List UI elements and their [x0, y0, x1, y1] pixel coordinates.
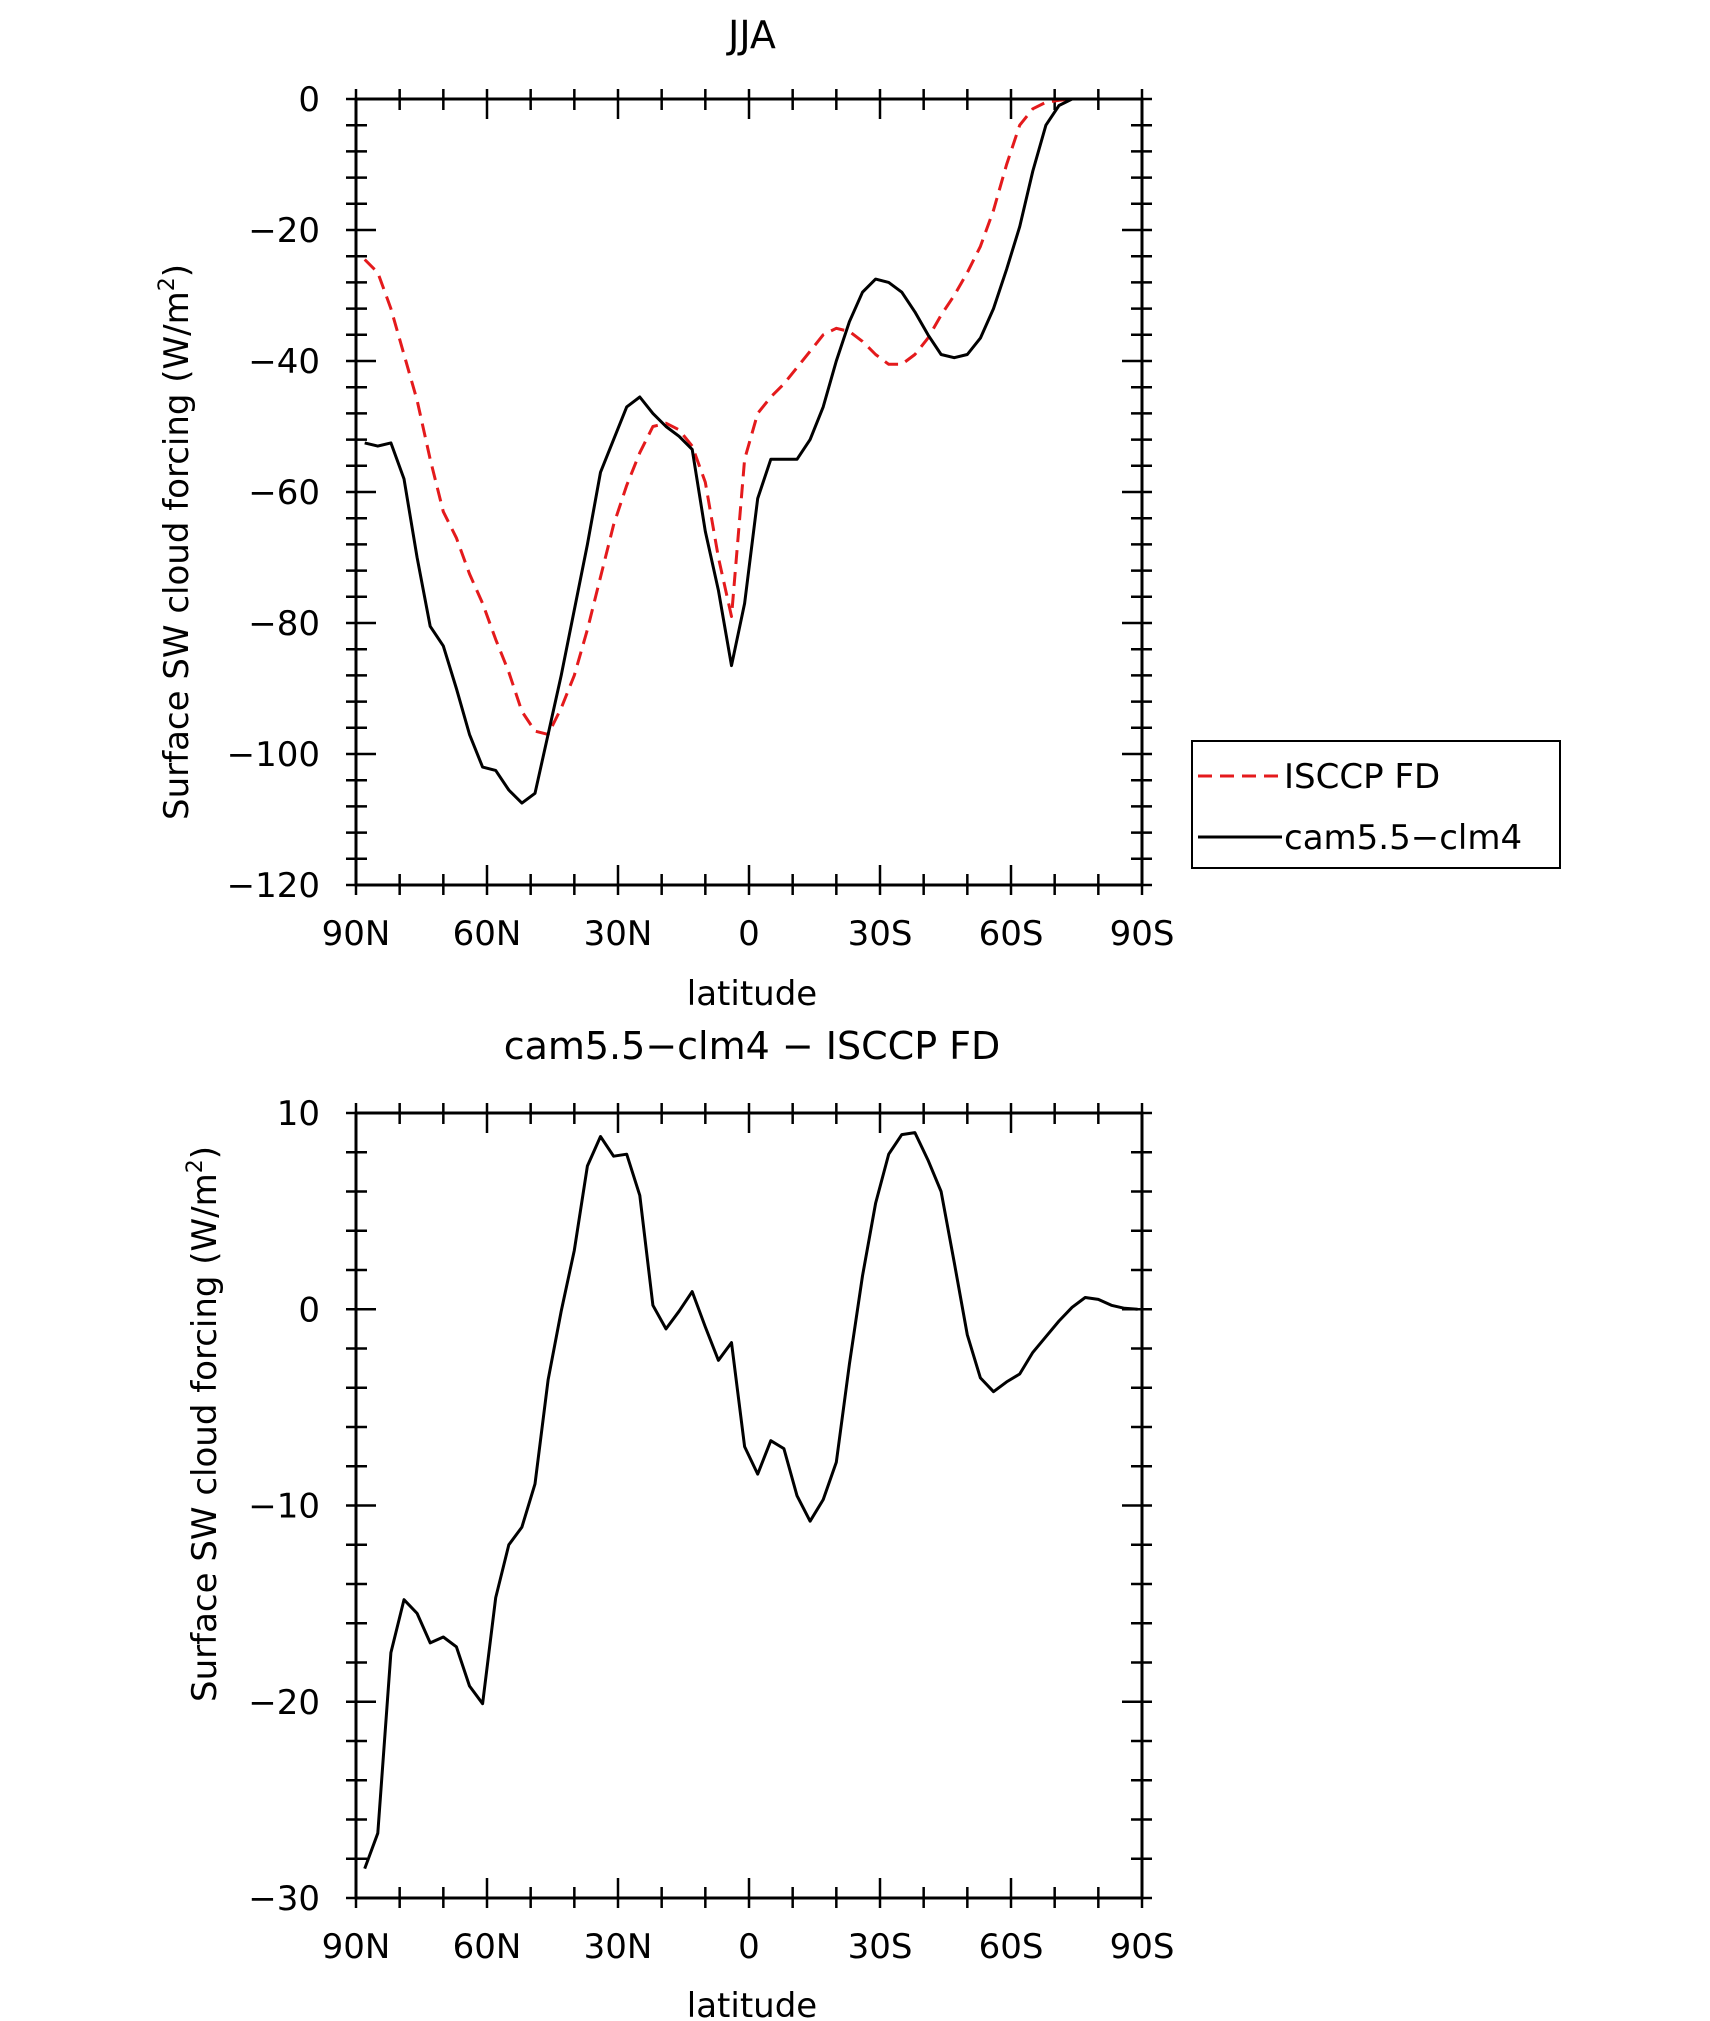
- top-chart-legend: ISCCP FD cam5.5−clm4: [1191, 740, 1561, 869]
- bottom-chart-y-axis-label-close: ): [185, 1146, 225, 1159]
- top-chart-y-tick-label: −100: [227, 735, 320, 775]
- top-chart-x-tick-label: 60N: [453, 914, 522, 954]
- bottom-chart-y-axis-label-text: Surface SW cloud forcing (W/m: [185, 1173, 225, 1702]
- top-chart-title: JJA: [726, 13, 776, 57]
- bottom-chart-x-axis-label: latitude: [687, 1986, 817, 2021]
- top-chart-panel: JJA latitude Surface SW cloud forcing (W…: [155, 13, 1174, 1014]
- top-chart-x-tick-label: 60S: [979, 914, 1044, 954]
- top-chart-x-axis-label: latitude: [687, 974, 817, 1014]
- bottom-chart-x-tick-label: 30S: [848, 1927, 913, 1967]
- top-chart-x-tick-label: 30S: [848, 914, 913, 954]
- bottom-chart-x-tick-label: 60S: [979, 1927, 1044, 1967]
- top-chart-y-axis-label-text: Surface SW cloud forcing (W/m: [157, 291, 197, 820]
- bottom-chart-x-tick-label: 90S: [1110, 1927, 1175, 1967]
- legend-label-isccp-fd: ISCCP FD: [1284, 757, 1440, 797]
- top-chart-x-tick-label: 90S: [1110, 914, 1175, 954]
- top-chart-series-line-isccp-fd: [363, 97, 1138, 736]
- bottom-chart-y-tick-label: 10: [277, 1094, 320, 1134]
- bottom-chart-y-tick-label: −20: [248, 1683, 320, 1723]
- top-chart-y-axis-label-close: ): [157, 264, 197, 277]
- top-chart-y-axis-label: Surface SW cloud forcing (W/m2): [155, 264, 197, 820]
- legend-box: [1191, 740, 1561, 869]
- bottom-chart-series-line-difference: [363, 1131, 1138, 1870]
- bottom-chart-x-tick-label: 60N: [453, 1927, 522, 1967]
- top-chart-y-tick-label: −80: [248, 604, 320, 644]
- top-chart-y-tick-label: 0: [298, 80, 320, 120]
- top-chart-y-ticks: 0 −20 −40 −60 −80 −100 −120: [227, 80, 1152, 906]
- top-chart-y-tick-label: −120: [227, 866, 320, 906]
- bottom-chart-title: cam5.5−clm4 − ISCCP FD: [504, 1024, 1001, 1068]
- bottom-chart-x-tick-label: 90N: [322, 1927, 391, 1967]
- top-chart-y-tick-label: −60: [248, 473, 320, 513]
- bottom-chart-panel: cam5.5−clm4 − ISCCP FD latitude Surface …: [183, 1024, 1174, 2021]
- top-chart-plot-frame: [354, 97, 1144, 887]
- top-chart-y-axis-label-superscript: 2: [155, 277, 180, 291]
- top-chart-x-tick-label: 30N: [584, 914, 653, 954]
- bottom-chart-series-lines: [363, 1131, 1138, 1870]
- top-chart-y-tick-label: −20: [248, 211, 320, 251]
- top-chart-series-lines: [363, 97, 1138, 805]
- top-chart-series-line-cam5-5-clm4: [364, 97, 1138, 805]
- bottom-chart-y-axis-label-superscript: 2: [183, 1159, 208, 1173]
- bottom-chart-y-axis-label: Surface SW cloud forcing (W/m2): [183, 1146, 225, 1702]
- top-chart-y-tick-label: −40: [248, 342, 320, 382]
- top-chart-x-tick-label: 0: [738, 914, 760, 954]
- legend-label-cam55-clm4: cam5.5−clm4: [1284, 818, 1522, 858]
- bottom-chart-y-tick-label: 0: [298, 1290, 320, 1330]
- bottom-chart-y-tick-label: −10: [248, 1487, 320, 1527]
- top-chart-x-tick-label: 90N: [322, 914, 391, 954]
- bottom-chart-x-tick-label: 0: [738, 1927, 760, 1967]
- bottom-chart-x-tick-label: 30N: [584, 1927, 653, 1967]
- bottom-chart-plot-frame: [354, 1111, 1144, 1900]
- top-chart-x-ticks: 90N 60N 30N 0 30S 60S 90S: [322, 89, 1175, 954]
- bottom-chart-y-tick-label: −30: [248, 1879, 320, 1919]
